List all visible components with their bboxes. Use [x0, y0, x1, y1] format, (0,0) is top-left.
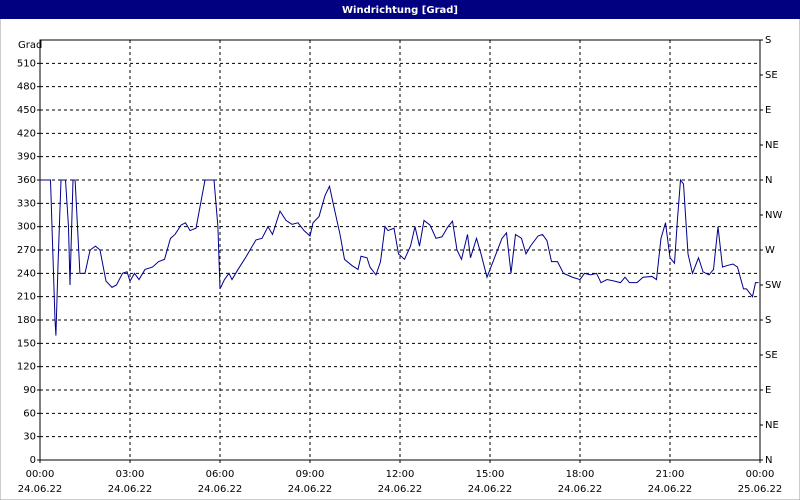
- y2-tick-label: SE: [765, 350, 778, 361]
- x-tick-date: 24.06.22: [18, 484, 63, 495]
- y-tick-label: 30: [23, 432, 36, 443]
- y2-tick-label: N: [765, 175, 772, 186]
- y-tick-label: 300: [17, 222, 36, 233]
- y2-tick-label: NE: [765, 420, 779, 431]
- y-tick-label: 0: [30, 455, 36, 466]
- y-tick-label: 90: [23, 385, 36, 396]
- y-tick-label: 420: [17, 128, 36, 139]
- x-tick-date: 24.06.22: [288, 484, 333, 495]
- x-tick-label: 21:00: [656, 469, 685, 480]
- y-tick-label: 480: [17, 82, 36, 93]
- y2-tick-label: SW: [765, 280, 781, 291]
- x-tick-label: 15:00: [476, 469, 505, 480]
- x-tick-date: 24.06.22: [468, 484, 513, 495]
- y-tick-label: 180: [17, 315, 36, 326]
- x-tick-label: 00:00: [26, 469, 55, 480]
- x-tick-label: 03:00: [116, 469, 145, 480]
- y-tick-label: 210: [17, 292, 36, 303]
- x-tick-label: 06:00: [206, 469, 235, 480]
- x-tick-label: 00:00: [746, 469, 775, 480]
- x-tick-date: 25.06.22: [738, 484, 783, 495]
- x-tick-label: 12:00: [386, 469, 415, 480]
- y-tick-label: 330: [17, 198, 36, 209]
- y-tick-label: 150: [17, 338, 36, 349]
- y-tick-label: 240: [17, 268, 36, 279]
- x-tick-label: 09:00: [296, 469, 325, 480]
- y-tick-label: 390: [17, 152, 36, 163]
- y2-tick-label: S: [765, 315, 771, 326]
- y-tick-label: 360: [17, 175, 36, 186]
- y2-tick-label: N: [765, 455, 772, 466]
- title-bar: [0, 0, 800, 19]
- y2-tick-label: W: [765, 245, 775, 256]
- y2-tick-label: NW: [765, 210, 782, 221]
- y-axis-label: Grad: [18, 40, 42, 51]
- y2-tick-label: SE: [765, 70, 778, 81]
- y-tick-label: 120: [17, 362, 36, 373]
- x-tick-date: 24.06.22: [648, 484, 693, 495]
- y2-tick-label: NE: [765, 140, 779, 151]
- chart-title: Windrichtung [Grad]: [342, 5, 458, 16]
- y-tick-label: 510: [17, 58, 36, 69]
- y-tick-label: 450: [17, 105, 36, 116]
- x-tick-date: 24.06.22: [378, 484, 423, 495]
- x-tick-date: 24.06.22: [198, 484, 243, 495]
- y2-tick-label: E: [765, 385, 771, 396]
- y-tick-label: 270: [17, 245, 36, 256]
- x-tick-date: 24.06.22: [558, 484, 603, 495]
- y-tick-label: 60: [23, 408, 36, 419]
- y2-tick-label: S: [765, 35, 771, 46]
- y2-tick-label: E: [765, 105, 771, 116]
- x-tick-date: 24.06.22: [108, 484, 153, 495]
- x-tick-label: 18:00: [566, 469, 595, 480]
- series-line: [40, 178, 759, 336]
